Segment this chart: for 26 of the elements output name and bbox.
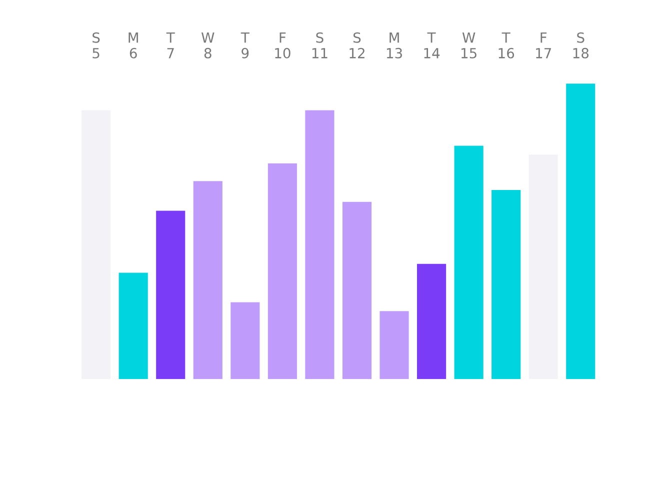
bar [566, 84, 596, 380]
bar [417, 264, 446, 380]
x-tick-label: W 15 [462, 32, 476, 58]
x-tick-label: F 10 [275, 32, 290, 58]
bar [230, 302, 260, 380]
x-tick-label: T 16 [498, 32, 514, 58]
bar [380, 311, 409, 380]
bar [268, 163, 297, 380]
bar [492, 190, 521, 380]
x-tick-label: F 17 [536, 32, 552, 58]
x-tick-label: W 8 [201, 32, 214, 58]
x-tick-label: S 11 [312, 32, 328, 58]
bar [342, 202, 372, 380]
x-tick-label: M 6 [128, 32, 138, 58]
bar [454, 146, 484, 380]
bar [193, 181, 222, 380]
x-tick-label: T 7 [166, 32, 175, 58]
x-tick-label: S 18 [573, 32, 589, 58]
x-tick-label: T 9 [240, 32, 250, 58]
bar [118, 272, 148, 380]
x-tick-label: S 5 [92, 32, 100, 58]
x-tick-label: S 12 [350, 32, 364, 58]
x-tick-label: T 14 [424, 32, 440, 58]
x-tick-label: M 13 [386, 32, 402, 58]
bar [305, 110, 334, 380]
bar [156, 210, 186, 380]
